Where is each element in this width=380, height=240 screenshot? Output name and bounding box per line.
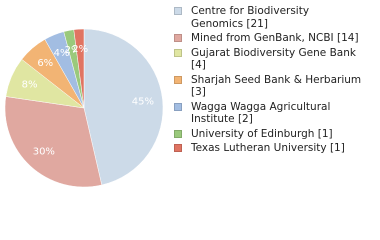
legend-swatch: [174, 129, 182, 138]
pie-slice: [4, 96, 103, 188]
legend: Centre for Biodiversity Genomics [21] Min…: [174, 5, 374, 157]
legend-swatch: [174, 75, 182, 84]
slice-label: 4%: [54, 48, 70, 59]
legend-swatch: [174, 7, 182, 15]
legend-item: Centre for Biodiversity Genomics [21]: [174, 5, 374, 30]
slice-label: 6%: [37, 58, 53, 69]
pie-slice: [73, 28, 85, 109]
legend-label: Gujarat Biodiversity Gene Bank [4]: [191, 46, 356, 72]
slice-label: 2%: [65, 45, 81, 56]
legend-item: Gujarat Biodiversity Gene Bank [4]: [174, 47, 374, 72]
legend-item: Sharjah Seed Bank & Herbarium [3]: [174, 74, 374, 99]
slice-label: 45%: [132, 96, 154, 107]
legend-label: Centre for Biodiversity Genomics [21]: [191, 5, 310, 30]
legend-label: Sharjah Seed Bank & Herbarium [3]: [191, 73, 362, 99]
slice-label: 30%: [33, 147, 55, 158]
slice-label: 8%: [22, 80, 38, 91]
legend-item: University of Edinburgh [1]: [174, 128, 374, 141]
legend-item: Mined from GenBank, NCBI [14]: [174, 32, 374, 45]
legend-label: Texas Lutheran University [1]: [191, 142, 345, 154]
legend-swatch: [174, 34, 182, 42]
legend-label: Wagga Wagga Agricultural Institute [2]: [191, 100, 331, 126]
legend-item: Wagga Wagga Agricultural Institute [2]: [174, 101, 374, 126]
slice-label: 2%: [72, 44, 88, 55]
legend-swatch: [174, 102, 182, 111]
legend-item: Texas Lutheran University [1]: [174, 142, 374, 155]
legend-label: University of Edinburgh [1]: [191, 127, 333, 140]
chart: 45% 30% 8% 6%4%2%2%: [4, 28, 164, 188]
pie-slice: [83, 28, 164, 186]
legend-label: Mined from GenBank, NCBI [14]: [191, 32, 359, 44]
legend-swatch: [174, 48, 182, 57]
legend-swatch: [174, 144, 182, 152]
